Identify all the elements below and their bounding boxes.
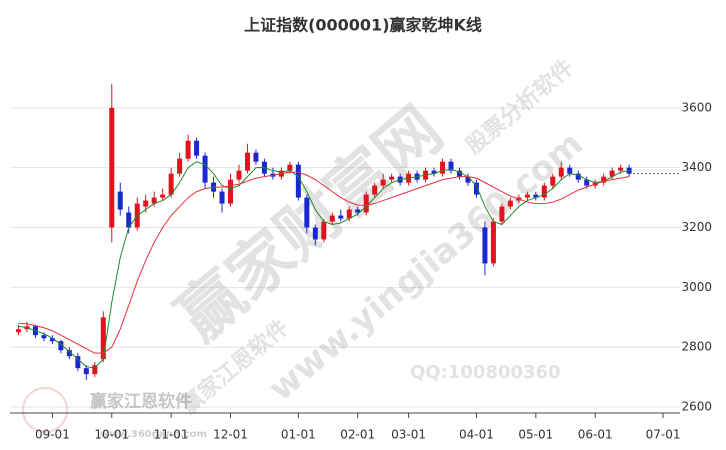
x-tick-label: 10-01 [94,428,129,442]
candle-body [338,215,344,219]
candle-body [618,167,624,171]
x-tick-label: 03-01 [391,428,426,442]
watermark: www.360gann.com [100,429,207,440]
candle-body [253,152,259,162]
candle-body [533,194,539,198]
watermark-logo [22,387,68,433]
candle-body [507,200,513,207]
candle-body [321,221,327,240]
candle-body [75,356,81,369]
candle-body [372,185,378,195]
candle-body [431,170,437,174]
candle-body [609,170,615,177]
candle-body [219,191,225,204]
candle-body [83,368,89,375]
candle-body [15,329,21,333]
watermark: 赢家江恩软件 [90,391,192,412]
candle-body [58,341,64,351]
candle-body [550,176,556,186]
candle-body [355,209,361,213]
candle-body [202,155,208,183]
candle-body [473,182,479,195]
y-tick-label: 3200 [681,220,712,234]
candle-body [558,167,564,177]
candle-body [575,173,581,180]
x-tick-label: 02-01 [340,428,375,442]
candle-body [143,200,149,207]
y-tick-label: 2600 [681,400,712,414]
candle-body [465,176,471,183]
candle-body [177,158,183,174]
candle-body [168,173,174,195]
candle-body [49,338,55,342]
x-tick-label: 09-01 [35,428,70,442]
candle-body [194,140,200,156]
y-tick-label: 3400 [681,160,712,174]
x-tick-label: 11-01 [154,428,189,442]
candle-body [380,179,386,186]
candle-body [584,179,590,186]
y-tick-label: 2800 [681,340,712,354]
candle-body [329,215,335,222]
candle-body [126,212,132,228]
candle-body [499,206,505,222]
y-tick-label: 3600 [681,100,712,114]
candle-body [151,197,157,204]
candle-body [228,179,234,204]
ma-line [18,171,630,354]
watermark: 赢家财富网 [164,93,457,355]
candle-body [41,335,47,339]
candle-body [389,176,395,180]
candle-body [448,161,454,171]
watermark: QQ:100800360 [410,362,561,383]
candle-body [567,167,573,174]
x-tick-label: 06-01 [578,428,613,442]
ma-line [18,161,630,369]
candle-body [66,350,72,357]
y-tick-label: 3000 [681,280,712,294]
candle-body [295,164,301,198]
x-tick-label: 05-01 [518,428,553,442]
candle-body [117,191,123,210]
candle-body [160,194,166,198]
candle-body [346,209,352,219]
candle-body [109,107,115,228]
candle-body [490,221,496,264]
candle-body [363,194,369,213]
watermark-layer: 赢家财富网 www.yingjia360.com 股票分析软件 赢家江恩软件 赢… [22,54,591,440]
candle-body [100,317,106,360]
x-tick-label: 12-01 [213,428,248,442]
candle-body [304,197,310,228]
x-tick-label: 04-01 [459,428,494,442]
candle-body [456,170,462,177]
candle-body [244,152,250,171]
grid [10,107,680,408]
candle-body [287,164,293,171]
candle-body [312,227,318,240]
candle-body [541,185,547,198]
candle-body [601,176,607,183]
candle-body [524,194,530,198]
chart-title: 上证指数(000001)赢家乾坤K线 [244,16,482,35]
candle-body [185,140,191,159]
x-tick-label: 07-01 [646,428,681,442]
x-tick-label: 01-01 [281,428,316,442]
candle-body [440,161,446,174]
candle-body [92,365,98,375]
candle-body [482,227,488,264]
candle-body [236,170,242,180]
